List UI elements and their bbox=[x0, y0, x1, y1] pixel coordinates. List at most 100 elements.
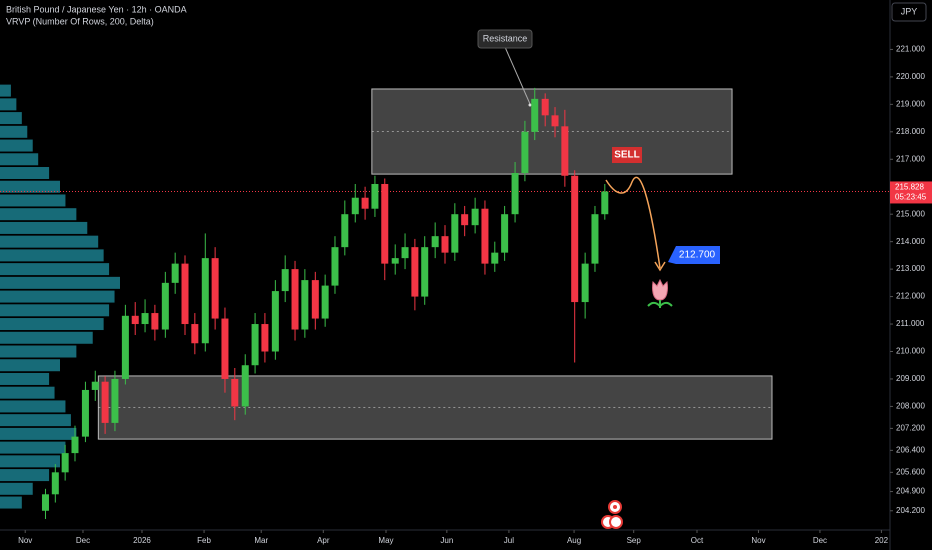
volume-profile-bar bbox=[0, 304, 110, 317]
candle-body bbox=[101, 381, 109, 423]
volume-profile-bar bbox=[0, 153, 39, 166]
price-tag-value: 215.828 bbox=[895, 183, 924, 192]
candle-body bbox=[351, 197, 359, 215]
x-tick-label: Dec bbox=[813, 536, 827, 545]
chart-title: British Pound / Japanese Yen · 12h · OAN… bbox=[6, 4, 187, 14]
sell-label: SELL bbox=[614, 150, 640, 161]
candle-body bbox=[211, 258, 219, 319]
background-layer bbox=[0, 84, 890, 509]
candle-body bbox=[41, 494, 49, 511]
candle-body bbox=[281, 269, 289, 292]
currency-label[interactable]: JPY bbox=[901, 6, 918, 16]
y-tick-label: 211.000 bbox=[896, 319, 925, 328]
candle-body bbox=[491, 252, 499, 264]
indicator-label: VRVP (Number Of Rows, 200, Delta) bbox=[6, 16, 154, 26]
resistance-label: Resistance bbox=[483, 33, 528, 43]
candle-body bbox=[91, 381, 99, 390]
volume-profile-bar bbox=[0, 180, 60, 193]
candle-body bbox=[221, 318, 229, 379]
forecast-path bbox=[605, 176, 661, 269]
candle-body bbox=[541, 98, 549, 116]
candle-body bbox=[71, 436, 79, 454]
volume-profile-bar bbox=[0, 455, 60, 468]
candle-body bbox=[321, 285, 329, 319]
volume-profile-bar bbox=[0, 221, 88, 234]
volume-profile-bar bbox=[0, 249, 104, 262]
y-tick-label: 204.900 bbox=[896, 487, 925, 496]
candle-body bbox=[161, 282, 169, 330]
x-tick-label: Apr bbox=[317, 536, 330, 545]
y-tick-label: 210.000 bbox=[896, 347, 925, 356]
volume-profile-bar bbox=[0, 496, 22, 509]
x-tick-label: Aug bbox=[567, 536, 581, 545]
callout-box bbox=[477, 29, 533, 49]
candle-body bbox=[371, 183, 379, 209]
candle-body bbox=[111, 378, 119, 423]
candle-body bbox=[431, 236, 439, 248]
y-tick-label: 204.200 bbox=[896, 506, 925, 515]
candle-body bbox=[341, 214, 349, 248]
candle-body bbox=[121, 315, 129, 379]
x-tick-label: Mar bbox=[254, 536, 268, 545]
price-tag-countdown: 05:23:45 bbox=[895, 193, 927, 202]
candle-body bbox=[531, 98, 539, 132]
y-tick-label: 208.000 bbox=[896, 402, 925, 411]
candle-body bbox=[171, 263, 179, 283]
volume-profile-bar bbox=[0, 345, 77, 358]
candle-body bbox=[551, 115, 559, 127]
x-tick-label: Sep bbox=[627, 536, 642, 545]
volume-profile-bar bbox=[0, 167, 50, 180]
price-tag bbox=[890, 181, 932, 204]
forecast-arrowhead bbox=[654, 261, 666, 272]
candle-body bbox=[521, 131, 529, 174]
y-tick-label: 221.000 bbox=[896, 45, 925, 54]
candle-body bbox=[591, 214, 599, 264]
candle-body bbox=[421, 247, 429, 297]
y-tick-label: 212.000 bbox=[896, 292, 925, 301]
candle-body bbox=[391, 258, 399, 264]
x-tick-label: Oct bbox=[691, 536, 704, 545]
x-tick-label: Nov bbox=[751, 536, 765, 545]
candle-body bbox=[51, 472, 59, 495]
y-tick-label: 217.000 bbox=[896, 154, 925, 163]
candle-body bbox=[471, 208, 479, 226]
volume-profile-bar bbox=[0, 84, 11, 97]
x-tick-label: May bbox=[378, 536, 393, 545]
volume-profile-bar bbox=[0, 331, 93, 344]
volume-profile-bar bbox=[0, 400, 66, 413]
volume-profile-bar bbox=[0, 112, 22, 125]
x-tick-label: Jun bbox=[440, 536, 453, 545]
candle-body bbox=[291, 269, 299, 330]
volume-profile-bar bbox=[0, 276, 120, 289]
x-tick-label: Nov bbox=[18, 536, 32, 545]
candle-body bbox=[251, 324, 259, 366]
candle-body bbox=[151, 313, 159, 330]
volume-profile-bar bbox=[0, 469, 50, 482]
target-box bbox=[668, 246, 720, 264]
volume-profile-bar bbox=[0, 139, 33, 152]
volume-profile-bar bbox=[0, 98, 17, 111]
candle-body bbox=[501, 214, 509, 253]
candle-body bbox=[301, 280, 309, 330]
y-tick-label: 206.400 bbox=[896, 445, 925, 454]
y-tick-label: 218.000 bbox=[896, 127, 925, 136]
volume-profile-bar bbox=[0, 194, 66, 207]
volume-profile-bar bbox=[0, 125, 28, 138]
volume-profile-bar bbox=[0, 318, 104, 331]
candle-body bbox=[241, 365, 249, 407]
currency-button[interactable] bbox=[891, 2, 927, 22]
candle-body bbox=[231, 378, 239, 407]
y-tick-label: 205.600 bbox=[896, 467, 925, 476]
volume-profile-bar bbox=[0, 235, 99, 248]
volume-profile-bar bbox=[0, 263, 110, 276]
candle-body bbox=[261, 324, 269, 352]
candle-body bbox=[201, 258, 209, 344]
sell-box bbox=[612, 147, 642, 163]
x-tick-label: 2026 bbox=[133, 536, 151, 545]
candle-body bbox=[441, 236, 449, 253]
y-tick-label: 215.000 bbox=[896, 209, 925, 218]
candle-body bbox=[401, 247, 409, 259]
x-tick-label: Dec bbox=[76, 536, 90, 545]
volume-profile-bar bbox=[0, 290, 115, 303]
candle-body bbox=[191, 324, 199, 344]
